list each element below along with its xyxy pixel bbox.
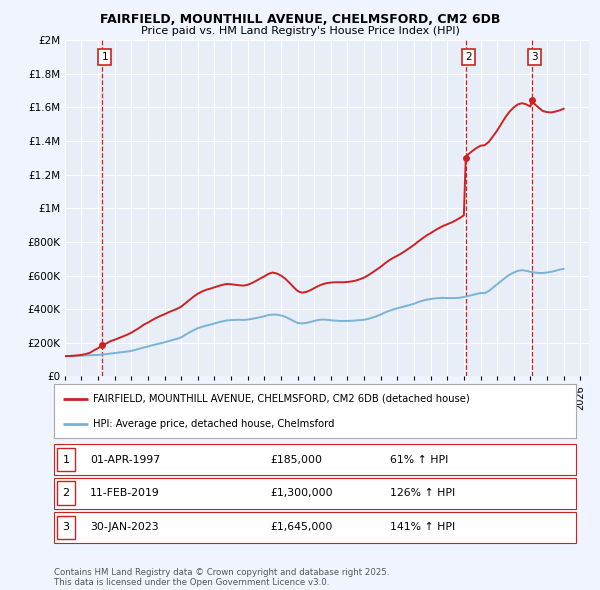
Text: £1,645,000: £1,645,000 — [270, 523, 332, 532]
Text: 3: 3 — [62, 523, 70, 532]
Text: HPI: Average price, detached house, Chelmsford: HPI: Average price, detached house, Chel… — [93, 419, 335, 429]
Text: 3: 3 — [531, 52, 538, 62]
Text: 61% ↑ HPI: 61% ↑ HPI — [390, 455, 448, 464]
Text: £185,000: £185,000 — [270, 455, 322, 464]
Text: 2: 2 — [62, 489, 70, 498]
Text: 2: 2 — [465, 52, 472, 62]
Text: 141% ↑ HPI: 141% ↑ HPI — [390, 523, 455, 532]
Text: 30-JAN-2023: 30-JAN-2023 — [90, 523, 158, 532]
Text: £1,300,000: £1,300,000 — [270, 489, 332, 498]
Text: 11-FEB-2019: 11-FEB-2019 — [90, 489, 160, 498]
Text: 126% ↑ HPI: 126% ↑ HPI — [390, 489, 455, 498]
Text: Contains HM Land Registry data © Crown copyright and database right 2025.
This d: Contains HM Land Registry data © Crown c… — [54, 568, 389, 587]
Text: 1: 1 — [62, 455, 70, 464]
Text: Price paid vs. HM Land Registry's House Price Index (HPI): Price paid vs. HM Land Registry's House … — [140, 26, 460, 36]
Text: 01-APR-1997: 01-APR-1997 — [90, 455, 160, 464]
Text: FAIRFIELD, MOUNTHILL AVENUE, CHELMSFORD, CM2 6DB (detached house): FAIRFIELD, MOUNTHILL AVENUE, CHELMSFORD,… — [93, 394, 470, 404]
Text: 1: 1 — [101, 52, 108, 62]
Text: FAIRFIELD, MOUNTHILL AVENUE, CHELMSFORD, CM2 6DB: FAIRFIELD, MOUNTHILL AVENUE, CHELMSFORD,… — [100, 13, 500, 26]
